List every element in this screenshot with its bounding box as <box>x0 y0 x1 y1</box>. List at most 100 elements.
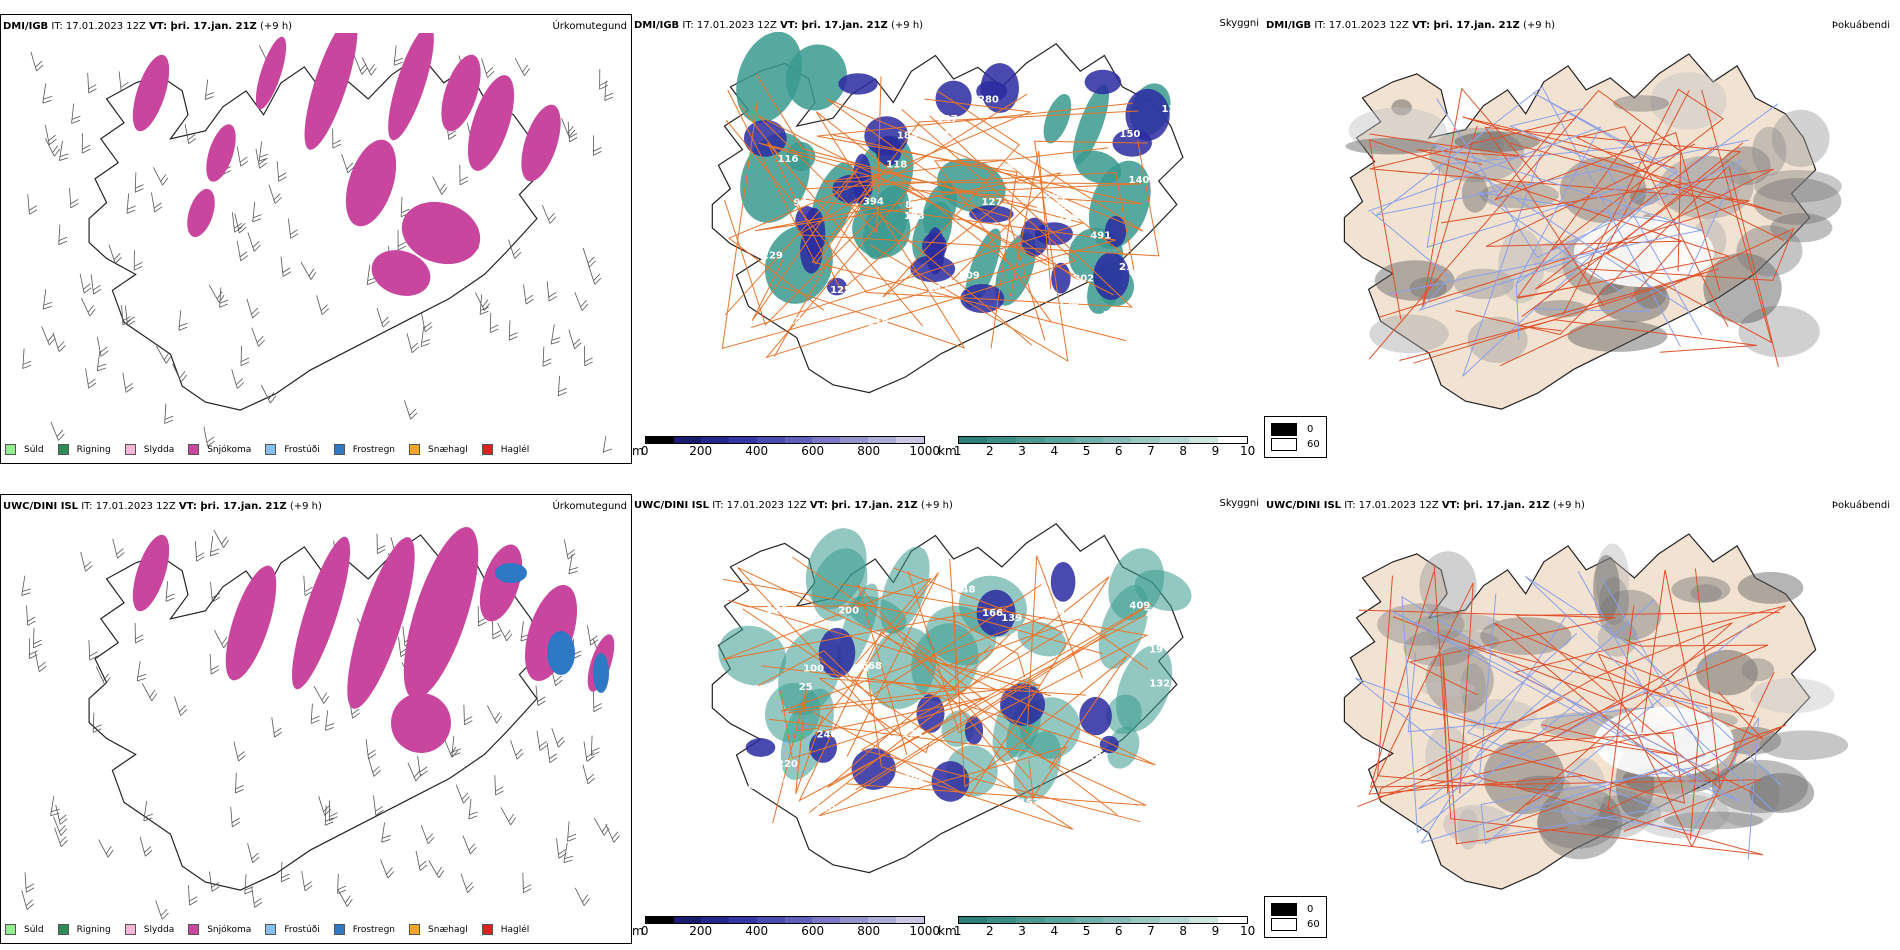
wind-barb <box>337 888 353 907</box>
wind-barb <box>174 696 188 716</box>
precip-map <box>22 33 614 453</box>
road <box>1549 88 1724 316</box>
legend-swatch <box>5 924 16 935</box>
snow-area <box>187 188 215 238</box>
ceiling-value-label: 100 <box>815 803 836 814</box>
legend-swatch <box>265 924 277 935</box>
ceiling-value-label: 246 <box>817 729 838 740</box>
river <box>1390 610 1740 802</box>
river <box>1401 595 1702 834</box>
wind-barb <box>236 146 249 167</box>
fog-area <box>1750 678 1835 714</box>
wind-barb <box>332 128 342 149</box>
visibility-area <box>1106 726 1140 769</box>
panel-title: Úrkomutegund <box>552 501 627 512</box>
wind-barb <box>268 184 282 204</box>
ceiling-value-label: 129 <box>1162 104 1183 115</box>
wind-barb <box>80 551 93 572</box>
fog-area <box>1721 726 1782 755</box>
colorbar-cell <box>784 917 813 923</box>
wind-barb <box>550 324 561 345</box>
snow-area <box>371 250 431 296</box>
wind-barb <box>233 741 246 762</box>
cloud-legend-row: 0 <box>1271 423 1320 436</box>
ceiling-area <box>809 731 837 763</box>
wind-barb <box>500 807 517 826</box>
ceiling-area <box>980 63 1019 113</box>
colorbar-tick-label: 9 <box>1211 444 1220 458</box>
colorbar-cell <box>1016 917 1046 923</box>
legend-label: Haglél <box>500 924 530 935</box>
road <box>818 633 1107 817</box>
legend-swatch <box>333 924 345 935</box>
colorbar-cell <box>756 917 785 923</box>
wind-barb <box>188 885 198 906</box>
panel-header: DMI/IGB IT: 17.01.2023 12Z VT: þri. 17.j… <box>634 20 924 31</box>
fog-area <box>1369 314 1449 354</box>
road <box>1377 575 1554 806</box>
wind-barb <box>96 336 109 357</box>
colorbar-cell <box>1160 437 1190 443</box>
wind-barb <box>568 329 582 350</box>
road <box>902 555 1083 734</box>
wind-barb <box>236 241 249 262</box>
visibility-area <box>1116 645 1173 732</box>
wind-barb <box>79 273 92 294</box>
fog-area <box>1663 811 1764 830</box>
road <box>728 98 1033 311</box>
ceiling-colorbar: m 0 200 400 600 800 1000 <box>632 916 940 938</box>
wind-barb <box>27 194 38 215</box>
wind-barb <box>420 312 433 333</box>
cloud-legend-label: 0 <box>1307 904 1314 915</box>
ceiling-value-label: 176 <box>767 605 788 616</box>
road <box>1369 571 1762 832</box>
cloud-legend-row: 0 <box>1271 903 1320 916</box>
wind-barb <box>587 625 599 646</box>
panel-title: Skyggni <box>1219 18 1259 29</box>
road <box>1516 90 1690 299</box>
visibility-area <box>736 32 803 124</box>
ceiling-value-label: 220 <box>777 759 798 770</box>
road <box>721 101 1116 349</box>
snow-area <box>467 75 515 171</box>
ceiling-value-label: 125 <box>935 130 956 141</box>
colorbar-cell <box>895 917 924 923</box>
ceiling-area <box>922 232 947 260</box>
colorbar-body: 1 2 3 4 5 6 7 8 9 10 <box>954 916 1255 938</box>
wind-barb <box>80 297 96 317</box>
colorbar-tick-label: 400 <box>745 444 769 458</box>
snow-area <box>132 54 170 132</box>
wind-barb <box>497 622 513 642</box>
river <box>1508 107 1703 336</box>
colorbar-cell <box>645 917 674 923</box>
road <box>833 134 1143 266</box>
cloud-legend-label: 60 <box>1307 439 1320 450</box>
river <box>1525 575 1783 813</box>
ceiling-area <box>864 116 909 156</box>
colorbar-tick-label: 1000 <box>909 444 940 458</box>
wind-barb <box>481 58 495 78</box>
wind-barb <box>240 345 250 367</box>
visibility-area <box>1017 621 1067 657</box>
ceiling-area <box>976 589 1016 637</box>
fog-area <box>1598 589 1662 641</box>
road <box>765 108 1077 359</box>
road <box>949 558 1128 788</box>
wind-barb <box>112 538 125 559</box>
fog-area <box>1752 126 1787 176</box>
fog-area <box>1759 730 1849 760</box>
legend-label: Frostregn <box>352 924 396 935</box>
wind-barb <box>574 291 589 311</box>
colorbar-cell <box>673 437 702 443</box>
colorbar-tick-label: 0 <box>640 924 649 938</box>
fog-area <box>1646 793 1716 814</box>
ceiling-value-label: 137 <box>937 114 958 125</box>
panel-header: UWC/DINI ISL IT: 17.01.2023 12Z VT: þri.… <box>3 501 322 512</box>
colorbar-cell <box>1160 917 1190 923</box>
road <box>754 172 1062 281</box>
ceiling-value-label: 394 <box>863 197 884 208</box>
cloud-legend-row: 60 <box>1271 438 1320 451</box>
legend-swatch <box>57 444 69 455</box>
wind-barb <box>208 284 225 303</box>
wind-barb <box>404 400 418 420</box>
